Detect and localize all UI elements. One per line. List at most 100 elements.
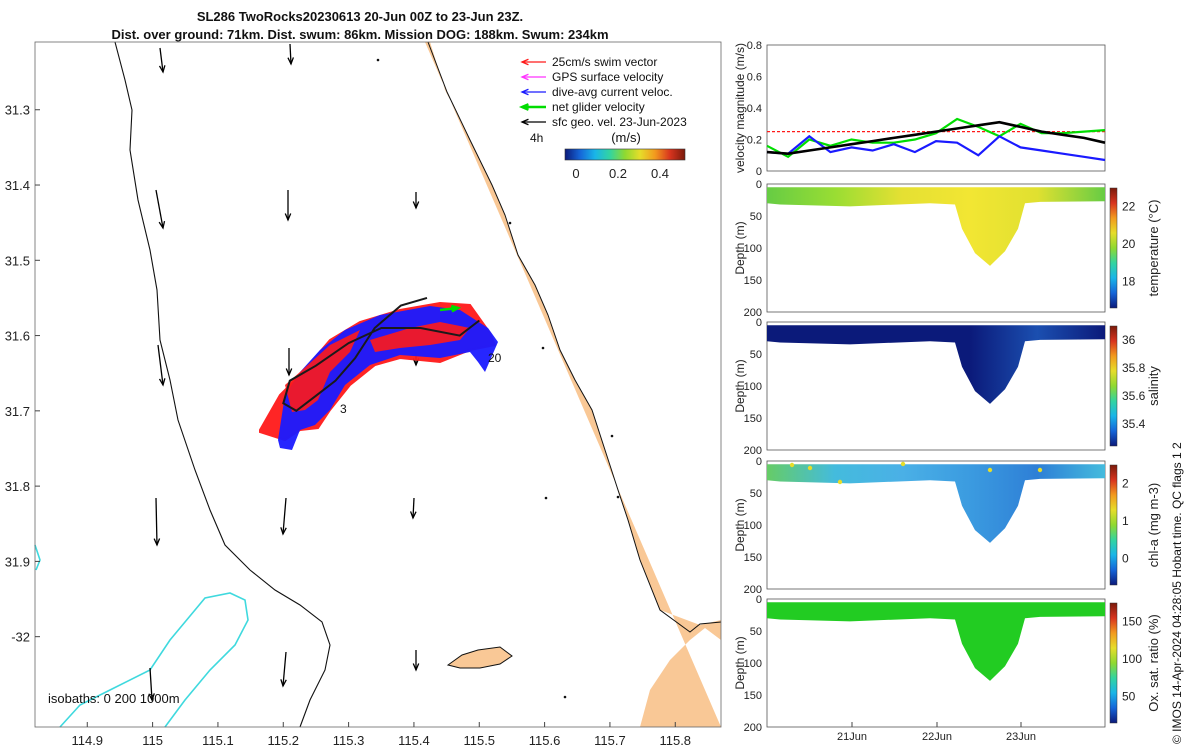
map-colorbar-tick: 0 (572, 166, 579, 181)
salinity-panel-colorbar-tick: 36 (1122, 333, 1136, 347)
map-x-tick-label: 115.8 (659, 733, 691, 748)
salinity-panel-colorbar-tick: 35.8 (1122, 361, 1146, 375)
oxygen-panel-data-fill (767, 602, 1105, 681)
geo-velocity-arrow-6-head (285, 368, 293, 377)
legend-arrow-1-head (520, 73, 529, 81)
map-y-tick-label: 31.4 (5, 178, 30, 193)
salinity-panel-colorbar-tick: 35.6 (1122, 389, 1146, 403)
temperature-panel-y-tick-label: 50 (750, 211, 762, 223)
chla-panel-colorbar-label: chl-a (mg m-3) (1146, 483, 1161, 568)
salinity-panel-y-tick-label: 200 (744, 445, 762, 457)
salinity-panel-y-label: Depth (m) (733, 359, 747, 412)
time-axis-label: 23Jun (1006, 731, 1036, 743)
geo-velocity-arrow-2-head (158, 221, 166, 230)
oxygen-panel-colorbar (1109, 602, 1118, 724)
chla-panel-y-label: Depth (m) (733, 498, 747, 551)
chla-high-dot-0 (789, 462, 795, 468)
legend-extra-label: 4h (530, 131, 543, 145)
swim-vector-cloud-inner (285, 330, 360, 412)
temperature-panel-y-tick-label: 200 (744, 307, 762, 319)
temperature-panel-colorbar-label: temperature (°C) (1146, 200, 1161, 297)
map-colorbar (564, 148, 686, 161)
legend-entry-4: sfc geo. vel. 23-Jun-2023 (552, 115, 687, 129)
chla-panel-colorbar-tick: 2 (1122, 477, 1129, 491)
geo-velocity-arrow-9 (282, 497, 287, 535)
oxygen-panel-y-tick-label: 150 (744, 690, 762, 702)
map-y-tick-label: 31.6 (5, 329, 30, 344)
oxygen-panel-colorbar-tick: 100 (1122, 652, 1142, 666)
chla-panel-data-fill (767, 464, 1105, 543)
legend-entry-2: dive-avg current veloc. (552, 85, 673, 99)
geo-velocity-arrow-11-head (148, 693, 155, 702)
islet-5 (610, 434, 614, 438)
figure-title-line1: SL286 TwoRocks20230613 20-Jun 00Z to 23-… (196, 9, 524, 24)
map-x-tick-label: 115.3 (333, 733, 365, 748)
chla-high-dot-3 (900, 461, 906, 467)
oxygen-panel-colorbar-label: Ox. sat. ratio (%) (1146, 614, 1161, 712)
velocity-panel-frame (766, 44, 1106, 172)
map-x-tick-label: 115.2 (267, 733, 299, 748)
velocity-y-tick-label: 0.4 (747, 103, 762, 115)
geo-velocity-arrow-5-head (158, 378, 166, 387)
map-x-tick-label: 115 (142, 733, 163, 748)
geo-velocity-arrow-11 (149, 667, 153, 701)
map-x-tick-label: 115.5 (463, 733, 495, 748)
oxygen-panel-y-label: Depth (m) (733, 636, 747, 689)
legend-entry-1: GPS surface velocity (552, 70, 663, 84)
map-colorbar-label: (m/s) (611, 130, 641, 145)
geo-velocity-arrow-8-head (153, 538, 161, 547)
chla-panel-colorbar-tick: 1 (1122, 514, 1129, 528)
temperature-panel-y-tick-label: 100 (744, 243, 762, 255)
net-glider-velocity-arrow-head (450, 304, 462, 313)
legend-entry-3: net glider velocity (552, 100, 645, 114)
salinity-panel-colorbar-tick: 35.4 (1122, 417, 1146, 431)
chla-high-dot-2 (837, 479, 843, 485)
map-y-tick-label: -32 (11, 630, 30, 645)
time-axis-label: 21Jun (837, 731, 867, 743)
isobath-200m (114, 41, 331, 728)
velocity-y-tick-label: 0.6 (747, 72, 762, 84)
geo-velocity-arrow-12-head (280, 679, 287, 688)
geo-velocity-arrow-12 (282, 651, 287, 687)
islet-6 (563, 695, 567, 699)
legend-arrow-0-head (520, 58, 529, 66)
legend-entry-0: 25cm/s swim vector (552, 55, 657, 69)
oxygen-panel-y-tick-label: 200 (744, 722, 762, 734)
geo-velocity-arrow-9-head (280, 527, 287, 536)
chla-panel-colorbar (1109, 464, 1118, 586)
isobath-label: isobaths: 0 200 1000m (48, 691, 180, 706)
temperature-panel-colorbar-tick: 22 (1122, 200, 1136, 214)
map-y-tick-label: 31.7 (5, 404, 30, 419)
map-x-tick-label: 115.4 (398, 733, 430, 748)
track-label-end: 3 (340, 402, 347, 416)
oxygen-panel-colorbar-tick: 150 (1122, 615, 1142, 629)
geo-velocity-arrow-5 (157, 344, 164, 386)
rottnest-island (446, 646, 513, 669)
temperature-panel-colorbar (1109, 187, 1118, 309)
geo-velocity-arrow-1 (289, 43, 292, 65)
legend-arrow-3-head (518, 103, 529, 111)
velocity-y-tick-label: 0.2 (747, 135, 762, 147)
geo-velocity-arrow-0 (159, 47, 164, 73)
glider-track (282, 296, 480, 412)
temperature-panel-colorbar-tick: 20 (1122, 237, 1136, 251)
oxygen-panel-y-tick-label: 50 (750, 626, 762, 638)
chla-high-dot-4 (987, 467, 993, 473)
time-axis-label: 22Jun (922, 731, 952, 743)
oxygen-panel-colorbar-tick: 50 (1122, 689, 1136, 703)
temperature-panel-y-label: Depth (m) (733, 221, 747, 274)
velocity-y-tick-label: 0.8 (747, 40, 762, 52)
map-frame (34, 41, 722, 728)
temperature-panel-data-fill (767, 187, 1105, 266)
chla-high-dot-5 (1037, 467, 1043, 473)
swim-vector-cloud-mid (370, 322, 470, 352)
track-label-start: 20 (488, 351, 502, 365)
islet-0 (376, 58, 380, 62)
islet-4 (544, 496, 548, 500)
chla-panel-y-tick-label: 200 (744, 584, 762, 596)
velocity-series-current (766, 134, 1106, 162)
islet-3 (616, 495, 620, 499)
temperature-panel-y-tick-label: 0 (756, 179, 762, 191)
salinity-panel-colorbar (1109, 325, 1118, 447)
chla-panel-y-tick-label: 0 (756, 456, 762, 468)
